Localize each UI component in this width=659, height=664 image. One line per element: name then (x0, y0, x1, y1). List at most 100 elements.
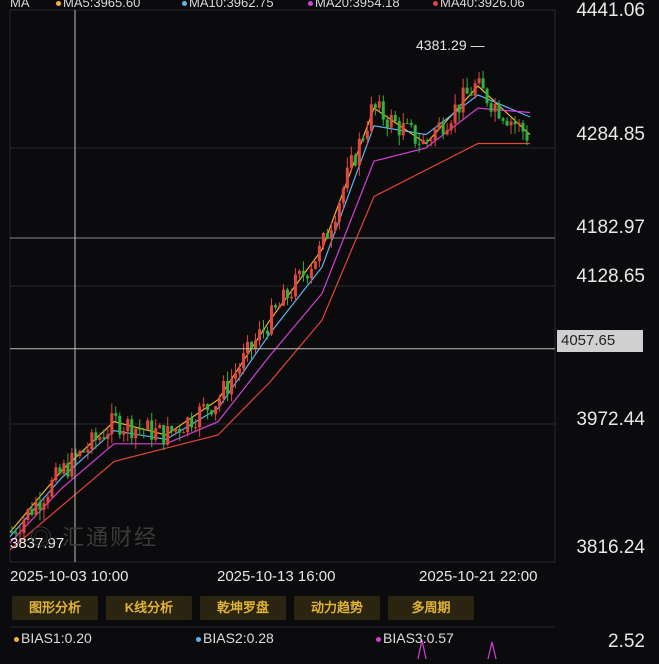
candle-body (70, 452, 74, 477)
candle-body (246, 341, 250, 354)
candle-body (281, 289, 285, 306)
candle-body (341, 188, 345, 203)
candle-body (357, 138, 361, 166)
x-tick-label: 2025-10-03 10:00 (10, 568, 129, 585)
candle-body (321, 232, 325, 246)
candle-body (138, 428, 142, 430)
candle-body (293, 274, 297, 297)
ma10-legend: MA10:3962.75 (182, 0, 274, 10)
candle-body (389, 114, 393, 128)
y-tick-label: 3816.24 (576, 537, 645, 558)
candle-body (202, 404, 206, 407)
candle-body (226, 380, 230, 395)
ma5-legend: MA5:3965.60 (56, 0, 140, 10)
candle-body (477, 78, 481, 84)
candle-body (405, 122, 409, 124)
candle-body (497, 103, 501, 119)
candle-body (94, 432, 98, 440)
candle-body (58, 467, 62, 474)
momentum-trend-button[interactable]: 动力趋势 (294, 596, 380, 620)
candle-body (317, 245, 321, 262)
candle-body (453, 104, 457, 124)
candle-body (182, 432, 186, 434)
candle-body (86, 449, 90, 453)
candle-body (214, 406, 218, 415)
kline-analysis-button[interactable]: K线分析 (106, 596, 192, 620)
candle-body (134, 428, 138, 439)
candle-body (433, 129, 437, 141)
candle-body (238, 368, 242, 374)
candle-body (234, 373, 238, 379)
ma20-dot-icon (308, 1, 313, 7)
candle-body (98, 437, 102, 440)
candle-body (90, 432, 94, 450)
candle-body (397, 121, 401, 136)
candle-body (18, 533, 22, 535)
candle-body (250, 341, 254, 350)
candle-body (22, 519, 26, 534)
candle-body (146, 420, 150, 430)
candle-body (30, 509, 34, 515)
low-price-label: 3837.97 (10, 535, 65, 552)
candle-body (373, 104, 377, 108)
candle-body (26, 509, 30, 520)
candle-body (210, 410, 214, 415)
candle-body (369, 104, 373, 131)
candle-body (106, 434, 110, 439)
candle-body (517, 122, 521, 125)
candle-body (469, 93, 473, 96)
candle-body (34, 501, 38, 515)
candle-body (178, 428, 182, 433)
ma-label: MA (10, 0, 30, 10)
candle-body (62, 463, 66, 474)
tool-button-bar: 图形分析 K线分析 乾坤罗盘 动力趋势 多周期 (12, 596, 474, 620)
candle-body (273, 305, 277, 308)
peak-price-label: 4381.29 — (416, 37, 485, 53)
x-tick-label: 2025-10-13 16:00 (217, 568, 336, 585)
candle-body (457, 104, 461, 113)
candle-body (50, 479, 54, 497)
candle-body (150, 420, 154, 440)
candle-body (218, 398, 222, 407)
ma40-dot-icon (433, 1, 438, 7)
candle-body (174, 428, 178, 432)
bias3-legend: BIAS3:0.57 (376, 630, 454, 646)
candle-body (393, 114, 397, 122)
candle-body (301, 270, 305, 276)
ma20-legend: MA20:3954.18 (308, 0, 400, 10)
candle-body (289, 296, 293, 299)
x-tick-label: 2025-10-21 22:00 (419, 568, 538, 585)
candle-body (445, 129, 449, 135)
candle-body (349, 155, 353, 168)
candle-body (186, 417, 190, 433)
candle-body (158, 425, 162, 429)
candle-body (449, 123, 453, 130)
candle-body (493, 103, 497, 112)
candle-body (126, 419, 130, 432)
candle-body (429, 140, 433, 142)
candle-body (353, 155, 357, 166)
candle-body (114, 413, 118, 416)
candle-body (82, 451, 86, 453)
ma40-legend: MA40:3926.06 (433, 0, 525, 10)
candle-body (313, 261, 317, 269)
candle-body (242, 353, 246, 369)
candle-body (329, 230, 333, 239)
candle-body (78, 451, 82, 457)
multi-period-button[interactable]: 多周期 (388, 596, 474, 620)
candle-body (485, 88, 489, 104)
candle-body (309, 268, 313, 279)
candle-body (521, 122, 525, 132)
y-tick-label: 3972.44 (576, 409, 645, 430)
y-tick-label: 4128.65 (576, 266, 645, 287)
candle-body (66, 463, 70, 477)
candle-body (509, 121, 513, 126)
y-tick-label: 4284.85 (576, 124, 645, 145)
candle-body (38, 501, 42, 510)
bias3-line (417, 639, 497, 660)
candle-body (54, 467, 58, 480)
compass-button[interactable]: 乾坤罗盘 (200, 596, 286, 620)
graph-analysis-button[interactable]: 图形分析 (12, 596, 98, 620)
